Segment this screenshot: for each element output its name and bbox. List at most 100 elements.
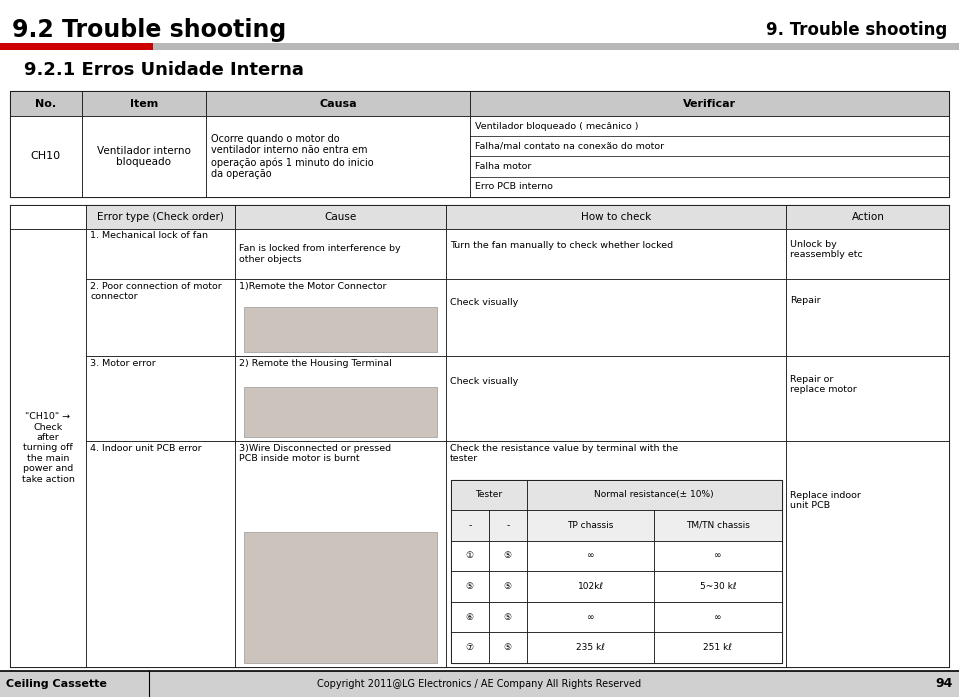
Bar: [526, 602, 654, 632]
Text: 5~30 kℓ: 5~30 kℓ: [699, 582, 737, 591]
Text: Ocorre quando o motor do
ventilador interno não entra em
operação após 1 minuto : Ocorre quando o motor do ventilador inte…: [211, 134, 374, 179]
Text: ⑤: ⑤: [503, 551, 512, 560]
Bar: [10, 205, 949, 667]
Bar: [86, 355, 235, 441]
Bar: [86, 279, 235, 355]
Text: Check visually: Check visually: [450, 298, 518, 307]
Text: ①: ①: [466, 551, 474, 560]
Bar: [451, 541, 489, 572]
Bar: [489, 602, 526, 632]
Bar: [0, 671, 959, 697]
Bar: [10, 229, 86, 667]
Bar: [206, 91, 470, 116]
Text: Unlock by
reassembly etc: Unlock by reassembly etc: [790, 240, 863, 259]
Bar: [654, 541, 782, 572]
Text: 1)Remote the Motor Connector: 1)Remote the Motor Connector: [239, 282, 386, 291]
Text: 3. Motor error: 3. Motor error: [90, 358, 156, 367]
Text: 2) Remote the Housing Terminal: 2) Remote the Housing Terminal: [239, 358, 391, 367]
Bar: [451, 632, 489, 663]
Text: Tester: Tester: [476, 491, 503, 499]
Bar: [446, 441, 786, 667]
Bar: [654, 602, 782, 632]
Text: ∞: ∞: [587, 613, 595, 622]
Text: Repair or
replace motor: Repair or replace motor: [790, 374, 857, 394]
Text: ⑥: ⑥: [466, 613, 474, 622]
Bar: [451, 510, 489, 541]
Bar: [526, 541, 654, 572]
Bar: [489, 541, 526, 572]
Bar: [10, 91, 949, 197]
Text: 9.2 Trouble shooting: 9.2 Trouble shooting: [12, 18, 286, 42]
Bar: [235, 229, 446, 279]
Bar: [446, 205, 786, 229]
Bar: [10, 205, 86, 229]
Bar: [786, 205, 949, 229]
Bar: [786, 279, 949, 355]
Bar: [451, 602, 489, 632]
Bar: [86, 229, 235, 279]
Text: Turn the fan manually to check whether locked: Turn the fan manually to check whether l…: [450, 241, 673, 250]
Bar: [244, 388, 437, 437]
Text: Falha/mal contato na conexão do motor: Falha/mal contato na conexão do motor: [475, 142, 664, 151]
Bar: [206, 116, 470, 197]
Bar: [654, 572, 782, 602]
Text: Ceiling Cassette: Ceiling Cassette: [6, 679, 106, 689]
Bar: [86, 441, 235, 667]
Text: 3)Wire Disconnected or pressed
PCB inside motor is burnt: 3)Wire Disconnected or pressed PCB insid…: [239, 444, 391, 464]
Bar: [526, 632, 654, 663]
Text: ⑤: ⑤: [503, 643, 512, 652]
Text: -: -: [506, 521, 509, 530]
Bar: [470, 91, 949, 116]
Text: 9.2.1 Erros Unidade Interna: 9.2.1 Erros Unidade Interna: [24, 61, 304, 79]
Text: 4. Indoor unit PCB error: 4. Indoor unit PCB error: [90, 444, 201, 453]
Text: 2. Poor connection of motor
connector: 2. Poor connection of motor connector: [90, 282, 222, 301]
Text: "CH10" →
Check
after
turning off
the main
power and
take action: "CH10" → Check after turning off the mai…: [21, 412, 75, 484]
Text: 1. Mechanical lock of fan: 1. Mechanical lock of fan: [90, 231, 208, 240]
Text: ∞: ∞: [714, 613, 721, 622]
Bar: [446, 279, 786, 355]
Bar: [451, 480, 526, 510]
Text: Error type (Check order): Error type (Check order): [97, 212, 224, 222]
Text: Normal resistance(± 10%): Normal resistance(± 10%): [595, 491, 714, 499]
Text: Verificar: Verificar: [683, 98, 737, 109]
Text: No.: No.: [35, 98, 57, 109]
Text: 102kℓ: 102kℓ: [577, 582, 603, 591]
Text: Copyright 2011@LG Electronics / AE Company All Rights Reserved: Copyright 2011@LG Electronics / AE Compa…: [317, 679, 642, 689]
Bar: [489, 510, 526, 541]
Bar: [786, 355, 949, 441]
Text: Falha motor: Falha motor: [475, 162, 531, 171]
Text: Erro PCB interno: Erro PCB interno: [475, 182, 552, 191]
Text: Fan is locked from interference by
other objects: Fan is locked from interference by other…: [239, 244, 401, 263]
Bar: [235, 441, 446, 667]
Text: ⑤: ⑤: [466, 582, 474, 591]
Text: Item: Item: [129, 98, 158, 109]
Text: Repair: Repair: [790, 296, 821, 305]
Bar: [786, 229, 949, 279]
Bar: [235, 205, 446, 229]
Text: Ventilador interno
bloqueado: Ventilador interno bloqueado: [97, 146, 191, 167]
Text: 235 kℓ: 235 kℓ: [576, 643, 605, 652]
Bar: [489, 632, 526, 663]
Text: Replace indoor
unit PCB: Replace indoor unit PCB: [790, 491, 861, 510]
Bar: [10, 116, 82, 197]
Bar: [244, 307, 437, 351]
Bar: [86, 205, 235, 229]
Text: ∞: ∞: [587, 551, 595, 560]
Bar: [654, 632, 782, 663]
Text: 94: 94: [936, 677, 953, 690]
Bar: [489, 572, 526, 602]
Text: ⑤: ⑤: [503, 613, 512, 622]
Bar: [10, 91, 82, 116]
Bar: [0, 43, 153, 50]
Bar: [153, 43, 959, 50]
Bar: [786, 441, 949, 667]
Text: Cause: Cause: [324, 212, 357, 222]
Bar: [451, 480, 782, 663]
Bar: [446, 229, 786, 279]
Bar: [654, 510, 782, 541]
Text: Causa: Causa: [319, 98, 357, 109]
Bar: [526, 510, 654, 541]
Bar: [235, 355, 446, 441]
Bar: [82, 116, 206, 197]
Text: 9. Trouble shooting: 9. Trouble shooting: [766, 21, 947, 39]
